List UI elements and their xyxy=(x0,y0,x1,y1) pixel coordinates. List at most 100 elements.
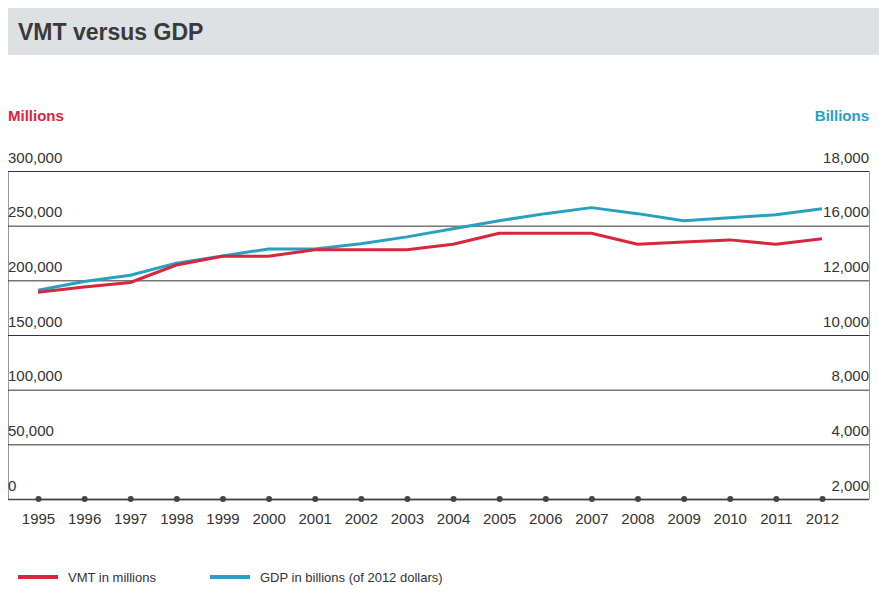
x-tick-dot xyxy=(681,496,687,502)
grid-line xyxy=(8,226,869,227)
x-tick: 2005 xyxy=(483,496,516,527)
x-tick-dot xyxy=(358,496,364,502)
x-tick-dot xyxy=(82,496,88,502)
legend-label: VMT in millions xyxy=(68,570,156,585)
x-axis: 1995 1996 1997 1998 1999 2000 2001 2002 2003 2004… xyxy=(22,496,839,527)
x-axis-line xyxy=(39,499,823,501)
x-tick-label: 1998 xyxy=(160,510,193,527)
y2-tick: 10,000 xyxy=(823,313,869,336)
y-axis-title: Millions xyxy=(8,107,64,124)
y2-tick-label: 2,000 xyxy=(831,477,869,494)
x-tick: 2004 xyxy=(437,496,470,527)
x-tick: 2007 xyxy=(575,496,608,527)
x-tick-label: 2007 xyxy=(575,510,608,527)
y-tick-label: 300,000 xyxy=(8,149,62,166)
x-tick-dot xyxy=(820,496,826,502)
x-tick-label: 2005 xyxy=(483,510,516,527)
x-tick-label: 2002 xyxy=(345,510,378,527)
y2-tick: 2,000 xyxy=(831,477,869,500)
y-axis: 0 50,000 100,000 150,000 200,000 250,000 300,0… xyxy=(8,149,869,500)
legend-label: GDP in billions (of 2012 dollars) xyxy=(260,570,443,585)
x-tick-dot xyxy=(497,496,503,502)
x-tick: 2009 xyxy=(667,496,700,527)
y2-tick-label: 10,000 xyxy=(823,313,869,330)
y-tick: 100,000 xyxy=(8,367,869,390)
x-tick-dot xyxy=(128,496,134,502)
legend-swatch xyxy=(210,575,250,579)
x-tick-dot xyxy=(220,496,226,502)
x-tick-dot xyxy=(727,496,733,502)
x-tick-label: 2012 xyxy=(806,510,839,527)
grid-line xyxy=(8,390,869,391)
y-tick-label: 50,000 xyxy=(8,422,54,439)
y2-tick-label: 18,000 xyxy=(823,149,869,166)
x-tick-label: 2000 xyxy=(252,510,285,527)
y-tick: 50,000 xyxy=(8,422,869,445)
legend-swatch xyxy=(18,575,58,579)
y-tick: 0 xyxy=(8,477,869,500)
y2-tick-label: 12,000 xyxy=(823,258,869,275)
y-tick-label: 200,000 xyxy=(8,258,62,275)
y-tick-label: 150,000 xyxy=(8,313,62,330)
x-tick-dot xyxy=(36,496,42,502)
x-tick: 2008 xyxy=(621,496,654,527)
x-tick: 2002 xyxy=(345,496,378,527)
y2-tick-label: 4,000 xyxy=(831,422,869,439)
y-tick-label: 250,000 xyxy=(8,203,62,220)
x-tick: 1998 xyxy=(160,496,193,527)
grid-line xyxy=(8,499,869,501)
x-tick-dot xyxy=(266,496,272,502)
grid-line xyxy=(8,335,869,336)
x-tick-label: 2010 xyxy=(714,510,747,527)
x-tick-label: 1995 xyxy=(22,510,55,527)
series-line xyxy=(38,233,822,292)
y2-tick: 8,000 xyxy=(831,367,869,390)
x-tick-label: 2004 xyxy=(437,510,470,527)
x-tick: 1999 xyxy=(206,496,239,527)
y-tick: 200,000 xyxy=(8,258,869,281)
title-bar xyxy=(8,8,879,55)
y2-axis-title: Billions xyxy=(815,107,869,124)
x-tick-label: 2009 xyxy=(667,510,700,527)
x-tick: 2000 xyxy=(252,496,285,527)
x-tick-dot xyxy=(543,496,549,502)
y2-tick-label: 16,000 xyxy=(823,203,869,220)
x-tick: 2006 xyxy=(529,496,562,527)
y2-axis-line xyxy=(869,172,870,500)
plot-area xyxy=(38,208,822,293)
y2-tick: 16,000 xyxy=(823,203,869,226)
y2-tick: 18,000 xyxy=(823,149,869,172)
y-tick: 300,000 xyxy=(8,149,869,172)
legend: VMT in millions GDP in billions (of 2012 … xyxy=(18,570,443,585)
x-tick-label: 1997 xyxy=(114,510,147,527)
y-tick-label: 100,000 xyxy=(8,367,62,384)
x-tick-dot xyxy=(451,496,457,502)
y-tick: 150,000 xyxy=(8,313,869,336)
grid-line xyxy=(8,444,869,445)
x-tick: 1995 xyxy=(22,496,55,527)
x-tick: 1996 xyxy=(68,496,101,527)
x-tick: 2011 xyxy=(760,496,792,527)
chart: VMT versus GDP Millions Billions 0 50,000 100… xyxy=(0,0,879,596)
x-tick-dot xyxy=(635,496,641,502)
y2-tick: 4,000 xyxy=(831,422,869,445)
series-line xyxy=(38,208,822,291)
y-tick-label: 0 xyxy=(8,477,16,494)
y2-tick-label: 8,000 xyxy=(831,367,869,384)
x-tick-dot xyxy=(589,496,595,502)
x-tick-dot xyxy=(404,496,410,502)
y2-axis: 2,000 4,000 8,000 10,000 12,000 16,000 18,000 xyxy=(823,149,869,500)
grid-line xyxy=(8,171,869,172)
x-tick-label: 2011 xyxy=(760,510,792,527)
x-tick-label: 2001 xyxy=(299,510,332,527)
x-tick-dot xyxy=(312,496,318,502)
x-tick: 2010 xyxy=(714,496,747,527)
x-tick-label: 2003 xyxy=(391,510,424,527)
x-tick-dot xyxy=(174,496,180,502)
title: VMT versus GDP xyxy=(18,19,203,45)
x-tick-dot xyxy=(773,496,779,502)
x-tick-label: 1996 xyxy=(68,510,101,527)
x-tick-label: 2008 xyxy=(621,510,654,527)
x-tick: 2012 xyxy=(806,496,839,527)
x-tick: 2003 xyxy=(391,496,424,527)
